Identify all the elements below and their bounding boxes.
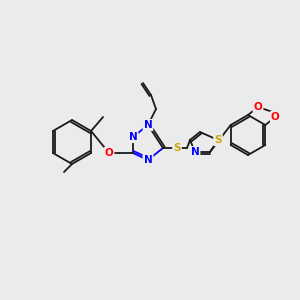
Text: N: N xyxy=(190,147,200,157)
Text: O: O xyxy=(105,148,113,158)
Text: S: S xyxy=(214,135,222,145)
Text: O: O xyxy=(271,112,280,122)
Text: S: S xyxy=(173,143,181,153)
Text: N: N xyxy=(144,120,152,130)
Text: N: N xyxy=(144,155,152,165)
Text: O: O xyxy=(254,102,262,112)
Text: N: N xyxy=(129,132,137,142)
